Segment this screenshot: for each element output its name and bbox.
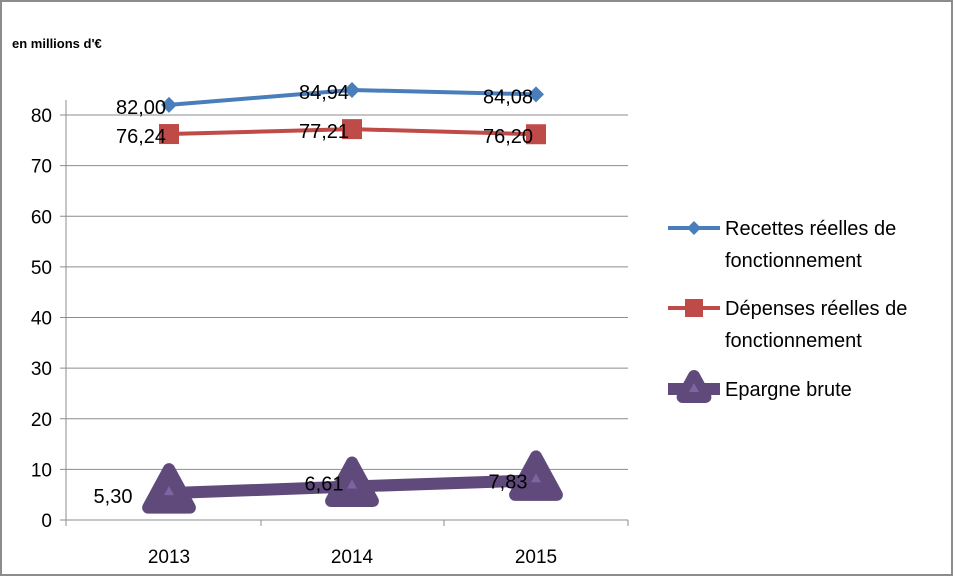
legend-label: Dépenses réelles de [725,298,907,320]
series-group [142,81,563,514]
square-marker [342,119,362,140]
y-tick-label: 20 [31,410,52,431]
y-tick-label: 50 [31,258,52,279]
y-tick-label: 40 [31,309,52,330]
unit-label: en millions d'€ [12,36,102,51]
data-label: 6,61 [305,474,344,496]
legend: Recettes réelles de fonctionnement Dépense… [668,218,907,403]
data-label: 7,83 [489,471,528,493]
data-label: 76,20 [483,126,533,148]
y-axis-ticks: 0 10 20 30 40 50 60 70 80 [31,106,52,532]
diamond-marker [528,86,544,103]
y-tick-label: 60 [31,207,52,228]
x-tick-label: 2014 [331,547,374,568]
y-tick-label: 80 [31,106,52,127]
triangle-inner [689,383,699,392]
triangle-marker [676,370,712,403]
data-label: 76,24 [116,126,166,148]
square-marker [526,124,546,145]
data-label: 77,21 [299,121,349,143]
diamond-marker [161,96,177,113]
triangle-marker [509,450,563,501]
triangle-inner [164,486,174,496]
data-label: 84,94 [299,82,349,104]
gridlines [66,114,628,470]
data-label: 84,08 [483,86,533,108]
y-tick-label: 30 [31,359,52,380]
y-tick-label: 0 [41,511,52,532]
triangle-marker [325,456,379,508]
data-labels: 82,00 84,94 84,08 76,24 77,21 76,20 5,30 6,61 7,… [94,82,534,508]
square-marker [159,124,179,145]
data-label: 82,00 [116,97,166,119]
square-marker [685,299,703,317]
y-tick-label: 70 [31,157,52,178]
legend-label: Recettes réelles de [725,218,896,240]
x-tick-label: 2013 [148,547,190,568]
diamond-marker [344,81,360,98]
x-tick-label: 2015 [515,547,557,568]
data-label: 5,30 [94,486,133,508]
legend-label: fonctionnement [725,250,862,272]
axes [60,100,629,526]
x-axis-ticks: 2013 2014 2015 [148,547,557,568]
triangle-inner [347,479,357,489]
y-tick-label: 10 [31,460,52,481]
triangle-inner [531,473,541,483]
legend-label: Epargne brute [725,379,852,401]
diamond-marker [687,221,701,235]
triangle-marker [142,463,196,514]
legend-label: fonctionnement [725,330,862,352]
